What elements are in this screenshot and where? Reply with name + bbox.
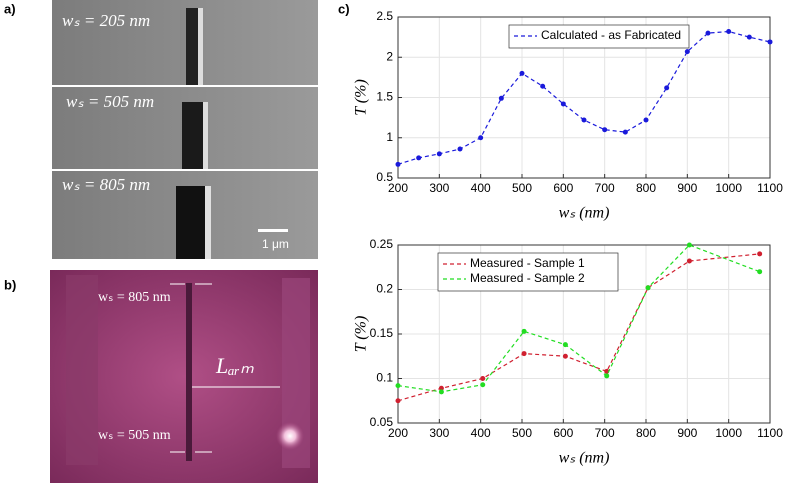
data-point [757,251,763,257]
data-point [395,161,401,167]
y-tick-label: 0.15 [370,326,394,340]
x-tick-label: 1000 [715,426,742,440]
y-tick-label: 2 [386,49,393,63]
data-point [519,70,525,76]
x-axis-label: wₛ (nm) [559,205,610,222]
x-tick-label: 300 [429,426,449,440]
data-point [746,34,752,40]
data-point [478,135,484,141]
data-point [562,353,568,359]
data-point [560,101,566,107]
legend-label: Measured - Sample 2 [470,271,585,285]
y-axis-label: T (%) [353,316,370,353]
x-tick-label: 500 [512,181,532,195]
data-point [622,129,628,135]
x-tick-label: 500 [512,426,532,440]
data-point [602,127,608,133]
legend-label: Calculated - as Fabricated [541,28,681,42]
x-axis-label: wₛ (nm) [559,450,610,467]
legend-label: Measured - Sample 1 [470,256,585,270]
data-point [498,95,504,101]
width-label: wₛ = 505 nm [66,92,154,111]
data-point [581,117,587,123]
data-point [521,328,527,334]
width-label: wₛ = 505 nm [98,428,171,443]
scale-bar-label: 1 μm [262,237,289,251]
data-point [521,351,527,357]
data-point [436,151,442,157]
axes-box [397,16,771,179]
panel-label: c) [338,1,350,16]
panel-label: b) [4,277,16,292]
legend-box [437,252,619,292]
data-point [562,342,568,348]
data-point [645,285,651,291]
x-tick-label: 900 [677,426,697,440]
x-tick-label: 400 [471,426,491,440]
sem-image [52,171,318,259]
data-point [705,30,711,36]
width-label: wₛ = 805 nm [98,290,171,305]
axes-box [397,244,771,424]
data-point [767,39,773,45]
x-tick-label: 1000 [715,181,742,195]
data-point [604,373,610,379]
x-tick-label: 300 [429,181,449,195]
y-tick-label: 0.2 [376,282,393,296]
data-point [684,49,690,55]
x-tick-label: 800 [636,426,656,440]
data-point [438,385,444,391]
data-point [686,258,692,264]
x-tick-label: 800 [636,181,656,195]
x-tick-label: 1100 [757,181,783,195]
legend-box [508,24,690,49]
data-point [416,155,422,161]
x-tick-label: 200 [388,181,408,195]
y-tick-label: 0.5 [376,170,393,184]
width-label: wₛ = 805 nm [62,175,150,194]
optical-image [50,270,318,483]
y-tick-label: 1.5 [376,90,393,104]
x-tick-label: 900 [677,181,697,195]
panel-label: a) [4,1,16,16]
data-point [540,83,546,89]
x-tick-label: 600 [553,426,573,440]
sem-image [52,0,318,85]
y-tick-label: 0.25 [370,237,394,251]
data-point [457,146,463,152]
y-tick-label: 0.1 [376,371,393,385]
x-tick-label: 600 [553,181,573,195]
y-tick-label: 1 [386,130,393,144]
data-point [604,368,610,374]
data-point [643,117,649,123]
x-tick-label: 700 [595,426,615,440]
y-axis-label: T (%) [353,79,370,116]
x-tick-label: 400 [471,181,491,195]
data-point [726,28,732,34]
y-tick-label: 2.5 [376,9,393,23]
data-point [395,383,401,389]
data-point [438,389,444,395]
data-point [686,242,692,248]
x-tick-label: 200 [388,426,408,440]
x-tick-label: 700 [595,181,615,195]
data-point [664,85,670,91]
data-point [480,376,486,381]
data-point [480,382,486,388]
y-tick-label: 0.05 [370,415,394,429]
width-label: wₛ = 205 nm [62,11,150,30]
data-point [757,269,763,275]
data-point [395,398,401,404]
length-label: Lₐᵣₘ [215,353,254,378]
x-tick-label: 1100 [757,426,783,440]
sem-image [52,87,318,169]
